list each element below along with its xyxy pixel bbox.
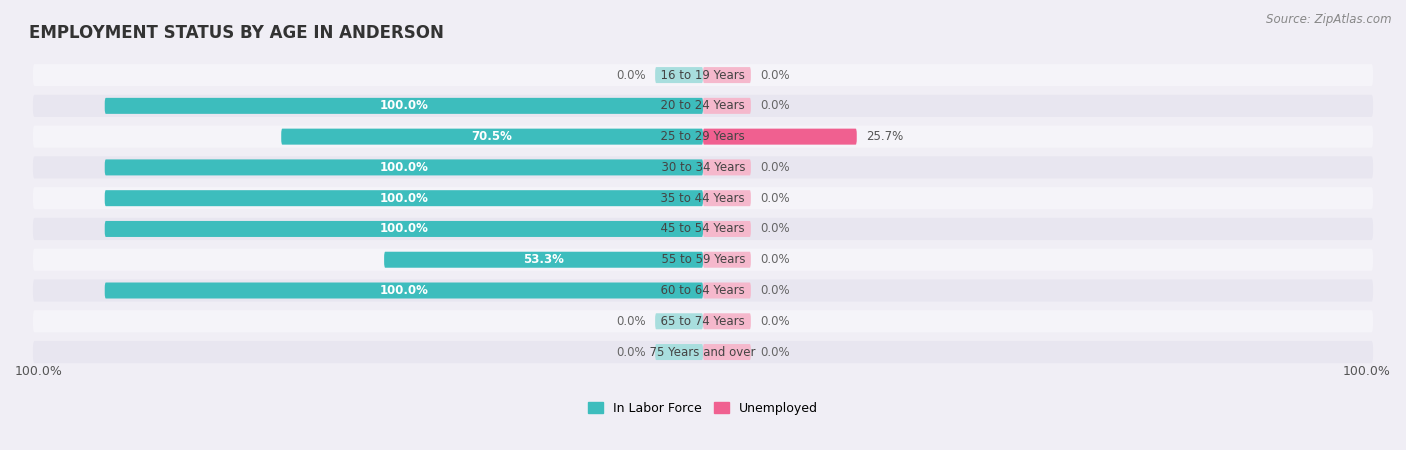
FancyBboxPatch shape bbox=[703, 344, 751, 360]
Text: 75 Years and over: 75 Years and over bbox=[643, 346, 763, 359]
Text: 0.0%: 0.0% bbox=[759, 346, 789, 359]
Legend: In Labor Force, Unemployed: In Labor Force, Unemployed bbox=[588, 402, 818, 415]
FancyBboxPatch shape bbox=[703, 252, 751, 268]
Text: 0.0%: 0.0% bbox=[759, 284, 789, 297]
Text: 100.0%: 100.0% bbox=[380, 192, 429, 205]
Text: 45 to 54 Years: 45 to 54 Years bbox=[654, 222, 752, 235]
Text: 0.0%: 0.0% bbox=[759, 222, 789, 235]
FancyBboxPatch shape bbox=[32, 95, 1374, 117]
Text: 60 to 64 Years: 60 to 64 Years bbox=[654, 284, 752, 297]
Text: 100.0%: 100.0% bbox=[1343, 364, 1391, 378]
FancyBboxPatch shape bbox=[703, 313, 751, 329]
FancyBboxPatch shape bbox=[104, 159, 703, 176]
Text: 0.0%: 0.0% bbox=[617, 68, 647, 81]
Text: 55 to 59 Years: 55 to 59 Years bbox=[654, 253, 752, 266]
FancyBboxPatch shape bbox=[703, 283, 751, 298]
FancyBboxPatch shape bbox=[703, 67, 751, 83]
FancyBboxPatch shape bbox=[655, 67, 703, 83]
Text: 53.3%: 53.3% bbox=[523, 253, 564, 266]
FancyBboxPatch shape bbox=[32, 341, 1374, 363]
FancyBboxPatch shape bbox=[32, 64, 1374, 86]
FancyBboxPatch shape bbox=[104, 98, 703, 114]
Text: 25.7%: 25.7% bbox=[866, 130, 903, 143]
Text: 20 to 24 Years: 20 to 24 Years bbox=[654, 99, 752, 112]
FancyBboxPatch shape bbox=[32, 126, 1374, 148]
Text: 100.0%: 100.0% bbox=[380, 222, 429, 235]
Text: 70.5%: 70.5% bbox=[471, 130, 513, 143]
FancyBboxPatch shape bbox=[32, 249, 1374, 271]
Text: 0.0%: 0.0% bbox=[759, 253, 789, 266]
FancyBboxPatch shape bbox=[104, 221, 703, 237]
FancyBboxPatch shape bbox=[32, 218, 1374, 240]
FancyBboxPatch shape bbox=[32, 279, 1374, 302]
Text: 100.0%: 100.0% bbox=[15, 364, 63, 378]
FancyBboxPatch shape bbox=[32, 310, 1374, 333]
FancyBboxPatch shape bbox=[703, 190, 751, 206]
FancyBboxPatch shape bbox=[104, 190, 703, 206]
Text: 30 to 34 Years: 30 to 34 Years bbox=[654, 161, 752, 174]
FancyBboxPatch shape bbox=[32, 187, 1374, 209]
Text: 0.0%: 0.0% bbox=[617, 315, 647, 328]
Text: 0.0%: 0.0% bbox=[759, 192, 789, 205]
Text: 0.0%: 0.0% bbox=[759, 68, 789, 81]
FancyBboxPatch shape bbox=[655, 313, 703, 329]
FancyBboxPatch shape bbox=[703, 98, 751, 114]
FancyBboxPatch shape bbox=[281, 129, 703, 144]
Text: EMPLOYMENT STATUS BY AGE IN ANDERSON: EMPLOYMENT STATUS BY AGE IN ANDERSON bbox=[28, 24, 444, 42]
FancyBboxPatch shape bbox=[32, 156, 1374, 179]
Text: 16 to 19 Years: 16 to 19 Years bbox=[654, 68, 752, 81]
Text: 100.0%: 100.0% bbox=[380, 99, 429, 112]
Text: 0.0%: 0.0% bbox=[759, 161, 789, 174]
Text: 0.0%: 0.0% bbox=[617, 346, 647, 359]
FancyBboxPatch shape bbox=[703, 129, 856, 144]
Text: 100.0%: 100.0% bbox=[380, 161, 429, 174]
FancyBboxPatch shape bbox=[703, 159, 751, 176]
Text: 25 to 29 Years: 25 to 29 Years bbox=[654, 130, 752, 143]
FancyBboxPatch shape bbox=[703, 221, 751, 237]
Text: 0.0%: 0.0% bbox=[759, 99, 789, 112]
Text: 65 to 74 Years: 65 to 74 Years bbox=[654, 315, 752, 328]
FancyBboxPatch shape bbox=[384, 252, 703, 268]
Text: Source: ZipAtlas.com: Source: ZipAtlas.com bbox=[1267, 14, 1392, 27]
Text: 100.0%: 100.0% bbox=[380, 284, 429, 297]
FancyBboxPatch shape bbox=[104, 283, 703, 298]
FancyBboxPatch shape bbox=[655, 344, 703, 360]
Text: 35 to 44 Years: 35 to 44 Years bbox=[654, 192, 752, 205]
Text: 0.0%: 0.0% bbox=[759, 315, 789, 328]
